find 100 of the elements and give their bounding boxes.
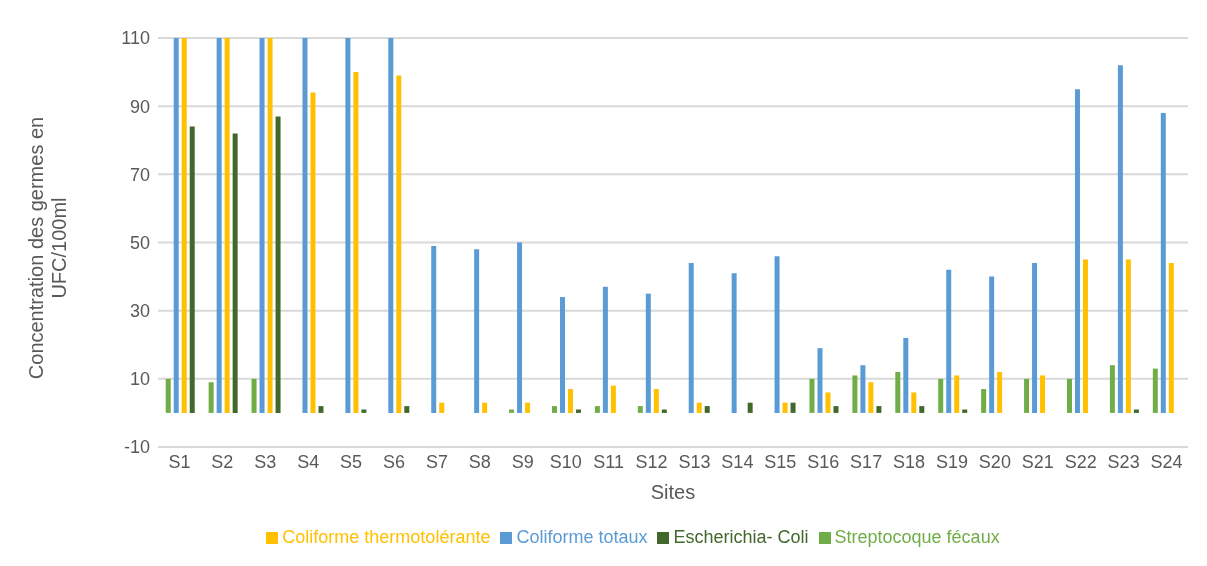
bar [895, 372, 901, 413]
bar [1066, 378, 1072, 413]
x-tick-label: S4 [297, 451, 320, 472]
y-tick-label: -10 [123, 437, 150, 458]
x-tick-label: S20 [978, 451, 1011, 472]
bar [208, 382, 214, 413]
bar [224, 38, 230, 413]
bar [852, 375, 858, 413]
x-tick-label: S22 [1064, 451, 1097, 472]
bar [404, 406, 410, 413]
bar [817, 348, 823, 413]
legend-label: Streptocoque fécaux [834, 527, 1000, 547]
bar [345, 38, 351, 413]
bar [1168, 262, 1174, 413]
y-axis-title: Concentration des germes en UFC/100ml [25, 115, 71, 382]
bar [388, 38, 394, 413]
bar [938, 378, 944, 413]
bar [173, 38, 179, 413]
bar [517, 242, 523, 413]
bar [594, 406, 600, 413]
bar [688, 262, 694, 413]
bar [989, 276, 995, 413]
bar [275, 116, 281, 413]
bar [876, 406, 882, 413]
x-tick-label: S5 [340, 451, 363, 472]
x-tick-label: S19 [935, 451, 968, 472]
bar [567, 389, 573, 413]
x-tick-label: S15 [764, 451, 797, 472]
y-tick-label: 110 [121, 28, 150, 49]
x-axis-title: Sites [650, 481, 696, 503]
bar [1024, 378, 1030, 413]
bar [525, 402, 531, 413]
bar [259, 38, 265, 413]
bar [790, 402, 796, 413]
bar [1152, 368, 1158, 413]
bar [833, 406, 839, 413]
bar [267, 38, 273, 413]
x-tick-label: S18 [893, 451, 926, 472]
bar [559, 297, 565, 413]
bar [860, 365, 866, 413]
bar [1082, 259, 1088, 413]
bar [946, 269, 952, 413]
legend-label: Coliforme thermotolérante [282, 527, 491, 547]
x-tick-label: S9 [511, 451, 534, 472]
bar [919, 406, 925, 413]
x-tick-label: S21 [1021, 451, 1054, 472]
x-tick-label: S23 [1107, 451, 1140, 472]
bar [251, 378, 257, 413]
y-tick-label: 90 [129, 96, 150, 117]
bar [439, 402, 445, 413]
bar [774, 256, 780, 413]
bar [353, 72, 359, 413]
bar [216, 38, 222, 413]
bar [551, 406, 557, 413]
y-tick-label: 30 [129, 301, 150, 322]
bar [165, 378, 171, 413]
bar [1117, 65, 1123, 413]
x-tick-label: S8 [468, 451, 491, 472]
x-tick-label: S24 [1150, 451, 1183, 472]
bar [189, 126, 195, 413]
x-tick-label: S1 [168, 451, 191, 472]
bar [825, 392, 831, 413]
x-tick-label: S13 [678, 451, 711, 472]
bar [1040, 375, 1046, 413]
x-tick-label: S6 [383, 451, 406, 472]
bar [318, 406, 324, 413]
bar [431, 245, 437, 413]
bar [911, 392, 917, 413]
bar [482, 402, 488, 413]
bar [653, 389, 659, 413]
x-tick-label: S10 [549, 451, 582, 472]
bar [310, 92, 316, 413]
bar [637, 406, 643, 413]
bar [474, 249, 480, 413]
bar [903, 337, 909, 413]
bar [704, 406, 710, 413]
bar [232, 133, 238, 413]
bar [1032, 262, 1038, 413]
bar [747, 402, 753, 413]
x-tick-label: S2 [211, 451, 234, 472]
legend-label: Escherichia- Coli [673, 527, 809, 547]
bar [610, 385, 616, 413]
x-tick-label: S3 [254, 451, 277, 472]
bar [1160, 112, 1166, 413]
bar [396, 75, 402, 413]
y-tick-label: 70 [129, 164, 150, 185]
bar [997, 372, 1003, 413]
x-tick-label: S11 [593, 451, 624, 472]
x-tick-label: S7 [425, 451, 448, 472]
bar [782, 402, 788, 413]
bar [731, 273, 737, 413]
bar [981, 389, 987, 413]
x-tick-label: S17 [850, 451, 883, 472]
bar [696, 402, 702, 413]
bar [954, 375, 960, 413]
bar [302, 38, 308, 413]
y-tick-label: 50 [129, 232, 150, 253]
bar [868, 382, 874, 413]
x-tick-label: S14 [721, 451, 754, 472]
legend-label: Coliforme totaux [516, 527, 648, 547]
